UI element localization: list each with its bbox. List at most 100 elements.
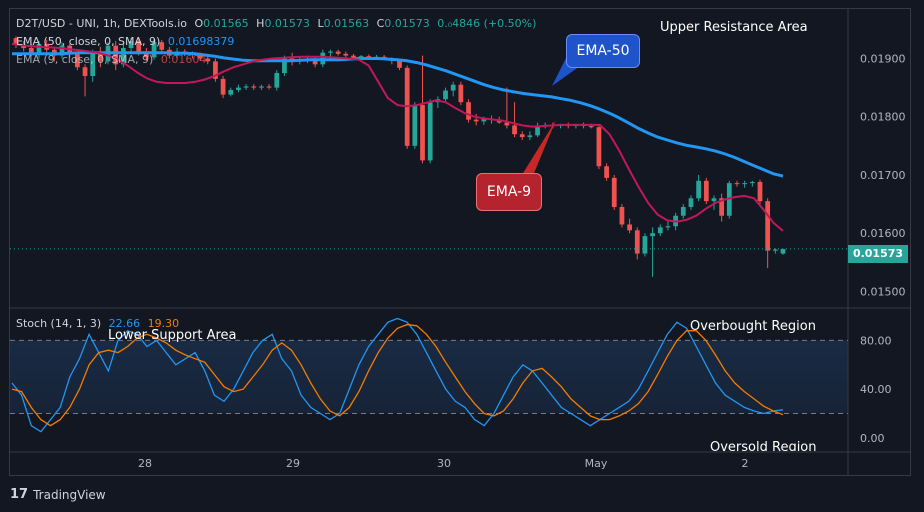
candle-body — [765, 201, 771, 251]
tradingview-footer[interactable]: 17 TradingView — [10, 487, 106, 502]
close-label: C — [376, 17, 385, 30]
candle-body — [82, 67, 88, 76]
stoch-tick-label: 80.00 — [860, 334, 892, 347]
candle-body — [657, 227, 663, 234]
symbol-label: D2T/USD - UNI, 1h, DEXTools.io — [16, 17, 187, 30]
ema9-callout-pointer — [520, 120, 556, 178]
candle-body — [596, 127, 602, 167]
candle-body — [97, 52, 103, 62]
candle-body — [757, 181, 763, 202]
candle-body — [780, 248, 786, 254]
stoch-label: Stoch (14, 1, 3) — [16, 317, 102, 330]
candle-body — [711, 198, 717, 202]
candle-body — [343, 53, 349, 56]
price-tick-label: 0.01500 — [860, 285, 906, 298]
candle-body — [696, 180, 702, 199]
stoch-band — [10, 340, 848, 414]
candle-body — [351, 55, 356, 58]
ema9-line — [11, 42, 784, 232]
candle-body — [443, 90, 448, 100]
candle-body — [13, 38, 19, 45]
candle-body — [680, 207, 686, 216]
candle-body — [688, 198, 694, 207]
candle-body — [251, 86, 257, 88]
ema9-callout: EMA-9 — [476, 173, 542, 211]
upper-resistance-label: Upper Resistance Area — [660, 20, 808, 35]
open-value: 0.01565 — [203, 17, 249, 30]
candle-body — [519, 134, 525, 138]
candle-body — [665, 226, 671, 228]
price-tick-label: 0.01900 — [860, 53, 906, 66]
candle-body — [627, 224, 632, 231]
candle-body — [772, 249, 778, 251]
candle-body — [36, 43, 42, 53]
x-tick-label: 29 — [286, 457, 300, 470]
ema50-callout: EMA-50 — [566, 34, 640, 68]
candle-body — [282, 58, 287, 74]
ema50-line — [12, 51, 784, 178]
ema50-value: 0.01698379 — [167, 35, 235, 48]
price-tick-label: 0.01600 — [860, 227, 906, 240]
candle-body — [527, 135, 533, 138]
candle-body — [328, 51, 333, 53]
candle-body — [466, 102, 471, 120]
candle-body — [220, 78, 226, 95]
candle-body — [59, 45, 65, 56]
candle-body — [650, 233, 655, 237]
candle-body — [642, 236, 648, 254]
candle-body — [205, 58, 211, 62]
candle-body — [243, 86, 249, 88]
candle-body — [742, 183, 748, 185]
low-label: L — [317, 17, 324, 30]
x-tick-label: 30 — [437, 457, 451, 470]
candle-body — [151, 42, 157, 58]
stoch-legend[interactable]: Stoch (14, 1, 3) 22.66 19.30 — [16, 317, 183, 330]
ema9-label: EMA (9, close, 0, SMA, 9) — [16, 53, 154, 66]
candle-body — [259, 86, 264, 88]
price-tick-label: 0.01800 — [860, 111, 906, 124]
open-label: O — [194, 17, 204, 30]
candle-body — [588, 126, 594, 128]
stoch-k-value: 22.66 — [108, 317, 141, 330]
candle-body — [28, 48, 34, 53]
candle-body — [121, 48, 126, 65]
x-tick-label: May — [585, 457, 608, 470]
candle-body — [535, 125, 540, 136]
candle-body — [458, 84, 464, 103]
candle-body — [213, 61, 218, 79]
candle-body — [274, 73, 280, 88]
ema9-value: 0.01604 — [160, 53, 207, 66]
tradingview-logo-icon: 17 — [10, 487, 29, 502]
candle-body — [420, 105, 425, 161]
candle-body — [397, 60, 402, 68]
candle-body — [90, 52, 96, 76]
candle-body — [228, 89, 234, 95]
candle-body — [703, 180, 709, 202]
ema9-legend[interactable]: EMA (9, close, 0, SMA, 9) 0.01604 — [16, 53, 210, 66]
candle-body — [74, 53, 80, 68]
candle-body — [358, 56, 364, 58]
oversold-label: Oversold Region — [710, 440, 817, 451]
stoch-d-line — [11, 323, 784, 427]
candle-body — [611, 177, 617, 207]
low-value: 0.01563 — [323, 17, 370, 30]
ema50-legend[interactable]: EMA (50, close, 0, SMA, 9) 0.01698379 — [16, 35, 238, 48]
candle-body — [427, 102, 433, 161]
candle-body — [144, 51, 149, 58]
candle-body — [749, 181, 755, 184]
change-value: 0.₀4846 (+0.50%) — [437, 17, 537, 30]
candle-body — [512, 125, 517, 135]
last-price-tag: 0.01573 — [848, 245, 908, 263]
high-label: H — [256, 17, 265, 30]
candle-body — [473, 119, 479, 122]
stoch-tick-label: 0.00 — [860, 432, 885, 445]
candle-body — [335, 51, 341, 54]
candle-body — [604, 166, 609, 178]
price-tick-label: 0.01700 — [860, 169, 906, 182]
candle-body — [113, 45, 119, 65]
candle-body — [236, 87, 241, 90]
stoch-layer — [10, 317, 848, 433]
candle-body — [197, 55, 203, 59]
axis-layer: 28 29 30 May 2 0.01500 0.01600 0.01700 0.01800 0.… — [138, 53, 906, 471]
